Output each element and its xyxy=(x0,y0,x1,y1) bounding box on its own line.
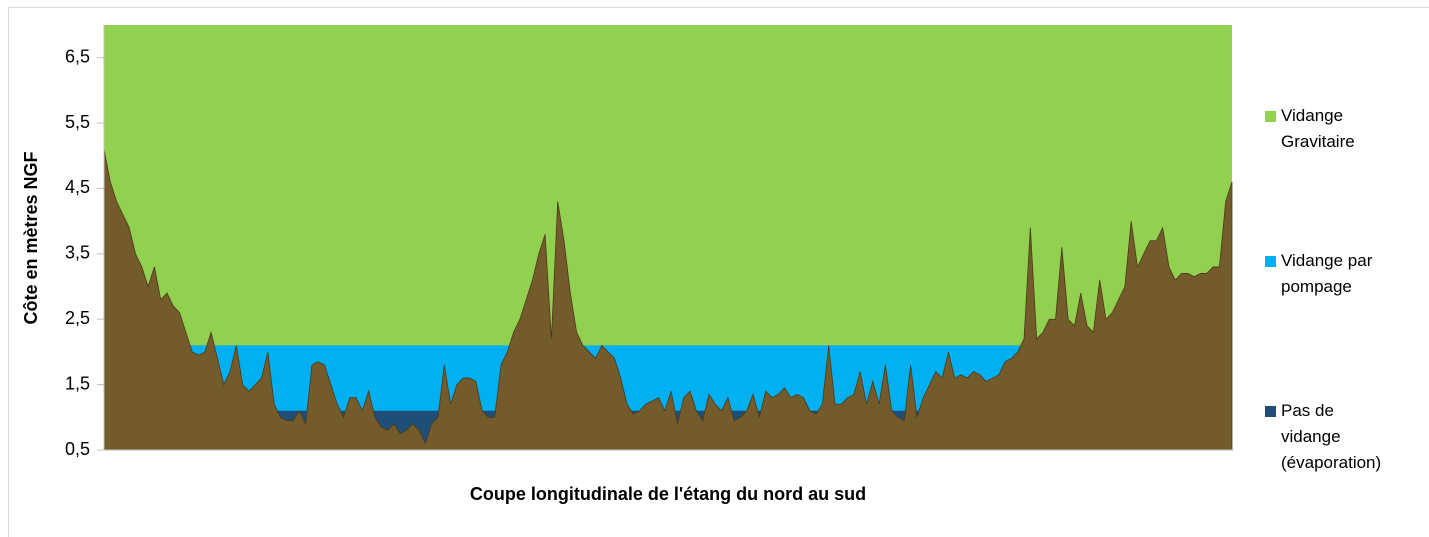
y-tick-label: 5,5 xyxy=(65,112,90,132)
legend-entry: Pas de vidange (évaporation) xyxy=(1265,398,1395,476)
y-tick-label: 2,5 xyxy=(65,308,90,328)
y-tick-label: 6,5 xyxy=(65,46,90,66)
plot-area xyxy=(103,25,1233,451)
legend-swatch xyxy=(1265,256,1276,267)
chart-border xyxy=(8,7,1429,537)
legend-swatch xyxy=(1265,111,1276,122)
y-tick-label: 4,5 xyxy=(65,177,90,197)
legend-label: Vidange Gravitaire xyxy=(1281,106,1355,151)
y-tick-label: 0,5 xyxy=(65,439,90,459)
y-tick-label: 1,5 xyxy=(65,373,90,393)
legend-entry: Vidange par pompage xyxy=(1265,248,1395,300)
legend-label: Pas de vidange (évaporation) xyxy=(1281,401,1382,472)
x-axis-title: Coupe longitudinale de l'étang du nord a… xyxy=(470,484,866,504)
legend-label: Vidange par pompage xyxy=(1281,251,1373,296)
legend-entry: Vidange Gravitaire xyxy=(1265,103,1395,155)
y-axis-title: Côte en mètres NGF xyxy=(21,151,41,324)
y-tick-label: 3,5 xyxy=(65,243,90,263)
terrain-area xyxy=(103,149,1233,451)
legend-swatch xyxy=(1265,406,1276,417)
